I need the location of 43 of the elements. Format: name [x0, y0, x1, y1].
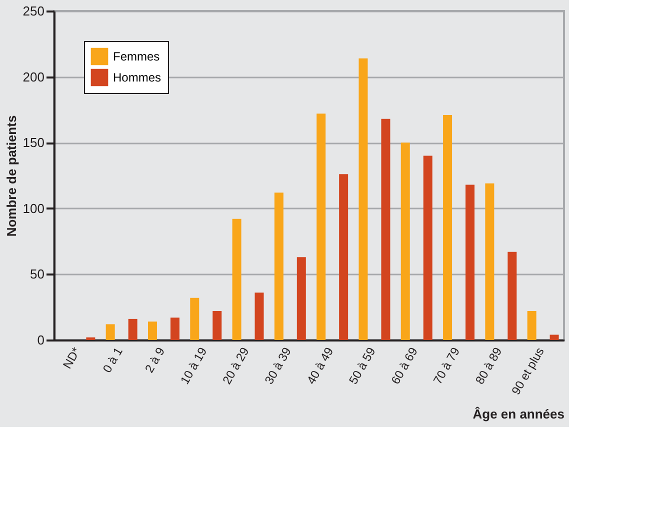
- bar: [86, 337, 96, 340]
- bar: [232, 218, 242, 340]
- bar: [400, 142, 410, 340]
- x-axis-title: Âge en années: [472, 406, 564, 422]
- bar: [212, 311, 222, 340]
- bar: [443, 114, 452, 340]
- y-tick-label: 250: [22, 4, 44, 18]
- bar: [106, 324, 115, 340]
- bar: [485, 183, 494, 340]
- x-tick-label: 80 à 89: [472, 344, 505, 387]
- bar: [274, 192, 284, 340]
- bar: [550, 334, 559, 340]
- x-tick-label: 50 à 59: [346, 344, 378, 387]
- bar: [316, 114, 326, 340]
- legend-label: Hommes: [113, 70, 162, 84]
- y-tick-label: 50: [30, 266, 44, 282]
- bar: [423, 156, 432, 340]
- bar: [148, 322, 157, 340]
- bar: [170, 318, 180, 340]
- x-tick-label: 0 à 1: [100, 344, 126, 376]
- bar: [508, 252, 517, 340]
- y-tick-label: 150: [22, 135, 44, 150]
- bar: [254, 292, 264, 340]
- bar: [296, 257, 306, 340]
- y-tick-label: 0: [37, 332, 44, 348]
- y-axis-title: Nombre de patients: [4, 115, 19, 237]
- bar: [381, 118, 390, 340]
- bar: [358, 58, 368, 340]
- bar: [339, 174, 348, 340]
- y-tick-label: 200: [22, 69, 44, 84]
- x-tick-label: 30 à 39: [262, 344, 294, 387]
- y-tick-label: 100: [22, 200, 44, 216]
- x-tick-label: 70 à 79: [430, 344, 463, 387]
- bar: [466, 184, 475, 340]
- x-tick-label: 2 à 9: [142, 344, 168, 376]
- x-tick-label: 40 à 49: [304, 344, 336, 387]
- bar: [128, 318, 138, 340]
- x-tick-label: 20 à 29: [220, 344, 252, 387]
- bar: [190, 298, 200, 340]
- x-tick-label: 60 à 69: [388, 344, 421, 387]
- x-tick-label: 10 à 19: [178, 344, 210, 387]
- bar: [527, 311, 536, 340]
- legend-label: Femmes: [113, 50, 160, 64]
